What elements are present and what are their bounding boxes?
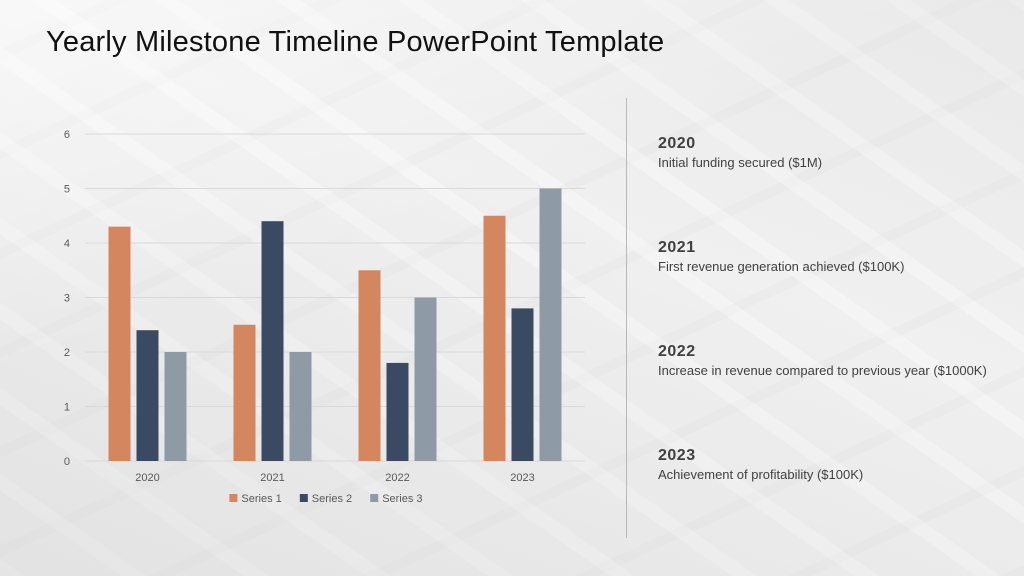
bar-series-1-2021: [233, 324, 256, 461]
milestone-description: Increase in revenue compared to previous…: [658, 363, 987, 378]
y-tick-label: 0: [64, 456, 70, 468]
x-tick-label: 2020: [135, 472, 159, 484]
legend-label: Series 3: [382, 493, 422, 505]
legend-label: Series 1: [241, 493, 281, 505]
bar-chart: 0 1 2 3 4 5 6 2020 2021 2022 2023 Series 1 Series 2 S…: [64, 129, 585, 505]
bar-series-3-2021: [289, 352, 312, 461]
milestone-item-2020: 2020 Initial funding secured ($1M): [658, 134, 988, 171]
legend-swatch: [229, 494, 238, 502]
bar-series-2-2023: [511, 308, 534, 461]
bar-series-2-2020: [136, 330, 159, 461]
x-tick-label: 2022: [385, 472, 409, 484]
x-tick-label: 2023: [510, 472, 534, 484]
x-tick-label: 2021: [260, 472, 284, 484]
milestone-item-2022: 2022 Increase in revenue compared to pre…: [658, 342, 988, 379]
y-tick-label: 3: [64, 293, 70, 305]
page-title: Yearly Milestone Timeline PowerPoint Tem…: [46, 26, 665, 58]
bar-series-1-2022: [358, 270, 381, 461]
y-tick-label: 2: [64, 347, 70, 359]
legend-swatch: [299, 494, 308, 502]
milestone-year: 2020: [658, 135, 696, 152]
bar-series-1-2020: [108, 226, 131, 461]
milestone-year: 2022: [658, 343, 696, 360]
milestone-item-2021: 2021 First revenue generation achieved (…: [658, 238, 988, 275]
milestone-description: First revenue generation achieved ($100K…: [658, 259, 905, 274]
bar-series-2-2021: [261, 221, 284, 461]
bar-series-2-2022: [386, 362, 409, 461]
milestone-description: Achievement of profitability ($100K): [658, 467, 864, 482]
bar-series-3-2023: [539, 188, 562, 461]
milestone-item-2023: 2023 Achievement of profitability ($100K…: [658, 446, 988, 483]
y-tick-label: 6: [64, 129, 70, 141]
legend-label: Series 2: [312, 493, 352, 505]
y-tick-label: 5: [64, 184, 70, 196]
y-tick-label: 1: [64, 402, 70, 414]
bar-series-1-2023: [483, 215, 506, 461]
chart-container: 0 1 2 3 4 5 6 2020 2021 2022 2023 Series 1 Series 2 S…: [50, 118, 600, 518]
milestone-description: Initial funding secured ($1M): [658, 155, 823, 170]
vertical-divider: [626, 98, 627, 538]
milestone-year: 2023: [658, 447, 696, 464]
legend-swatch: [370, 494, 379, 502]
bar-series-3-2020: [164, 352, 187, 461]
y-tick-label: 4: [64, 238, 70, 250]
milestone-year: 2021: [658, 239, 696, 256]
bar-series-3-2022: [414, 297, 437, 461]
